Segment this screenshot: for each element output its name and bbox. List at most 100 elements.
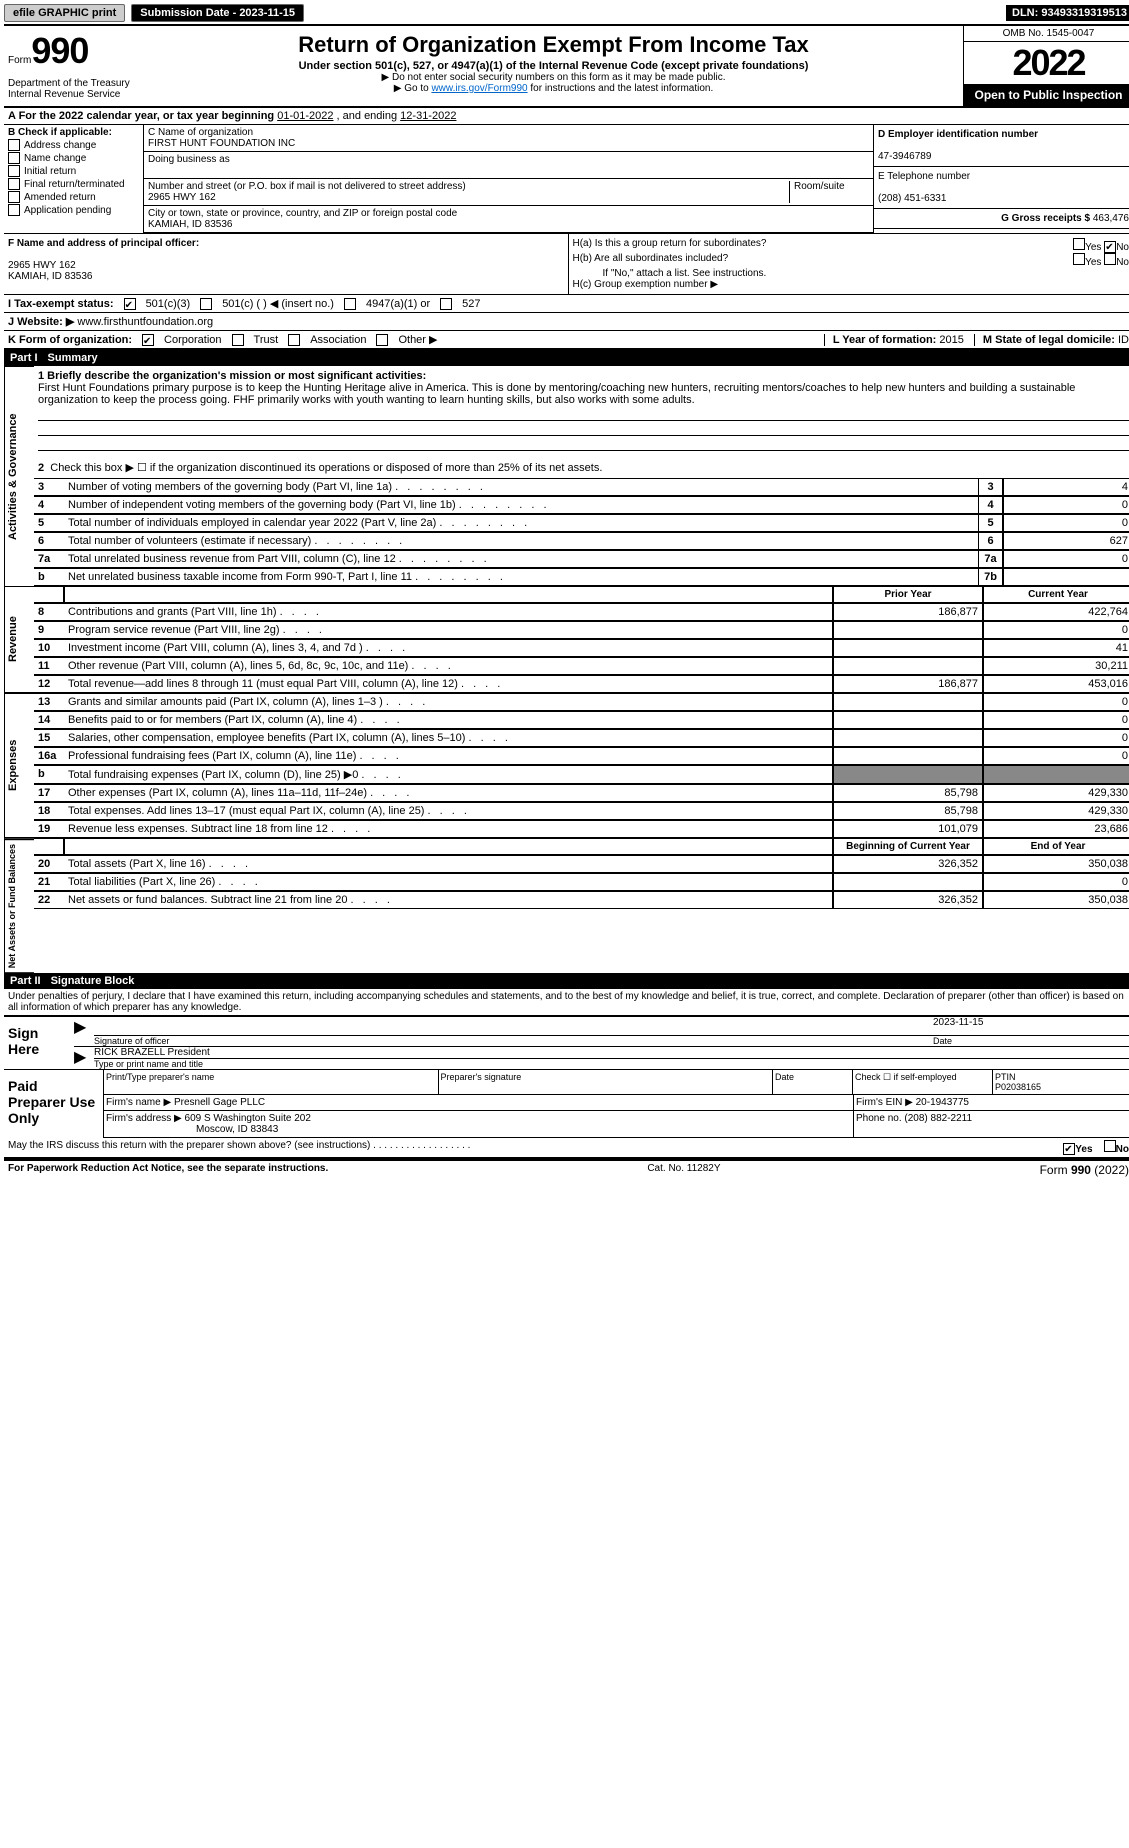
right-block: OMB No. 1545-0047 2022 Open to Public In… [963,26,1129,106]
sign-here-block: Sign Here ▶ Signature of officer 2023-11… [4,1015,1129,1069]
group-exemption-label: H(c) Group exemption number ▶ [573,279,1129,290]
cb-assoc[interactable] [288,334,300,346]
subtitle-1: Under section 501(c), 527, or 4947(a)(1)… [148,60,959,72]
cb-corp[interactable] [142,334,154,346]
penalties-text: Under penalties of perjury, I declare th… [4,989,1129,1015]
cb-501c[interactable] [200,298,212,310]
row-a: A For the 2022 calendar year, or tax yea… [4,108,1129,125]
self-employed-check: Check ☐ if self-employed [853,1070,993,1094]
form-title: Return of Organization Exempt From Incom… [150,32,957,58]
cb-app-pending[interactable] [8,204,20,216]
cb-4947[interactable] [344,298,356,310]
section-h: H(a) Is this a group return for subordin… [569,234,1129,294]
cb-discuss-no[interactable] [1104,1140,1116,1152]
summary-line: 5Total number of individuals employed in… [34,514,1129,532]
officer-addr2: KAMIAH, ID 83536 [8,271,92,282]
cb-527[interactable] [440,298,452,310]
officer-addr1: 2965 HWY 162 [8,260,76,271]
cb-hb-no[interactable] [1104,253,1116,265]
col-current-year: Current Year [983,586,1129,603]
cb-address-change[interactable] [8,139,20,151]
section-b: B Check if applicable: Address change Na… [4,125,144,233]
col-beginning-year: Beginning of Current Year [833,838,983,855]
sig-date-value: 2023-11-15 [933,1017,1129,1036]
arrow-icon: ▶ [74,1017,94,1046]
efile-btn[interactable]: efile GRAPHIC print [4,4,125,22]
summary-line: 7aTotal unrelated business revenue from … [34,550,1129,568]
year-begin: 01-01-2022 [277,110,333,122]
summary-line: 4Number of independent voting members of… [34,496,1129,514]
summary-line: 18Total expenses. Add lines 13–17 (must … [34,802,1129,820]
section-d: D Employer identification number 47-3946… [873,125,1129,233]
arrow-icon: ▶ [74,1047,94,1069]
addr-label: Number and street (or P.O. box if mail i… [148,181,789,192]
officer-name: RICK BRAZELL President [94,1047,1129,1059]
section-f: F Name and address of principal officer:… [4,234,569,294]
header-row: Form990 Department of the Treasury Inter… [4,26,1129,108]
dept-label: Department of the Treasury Internal Reve… [4,76,144,102]
cb-other[interactable] [376,334,388,346]
cb-final-return[interactable] [8,178,20,190]
form990-block: Form990 [4,26,144,76]
summary-line: 19Revenue less expenses. Subtract line 1… [34,820,1129,838]
tax-year: 2022 [964,42,1129,84]
room-suite-label: Room/suite [789,181,869,203]
prep-sig-label: Preparer's signature [439,1070,774,1094]
summary-line: bNet unrelated business taxable income f… [34,568,1129,586]
ein-value: 47-3946789 [878,151,931,162]
cb-501c3[interactable] [124,298,136,310]
ptin-value: P02038165 [995,1082,1041,1092]
form-number: 990 [31,30,88,71]
cb-ha-yes[interactable] [1073,238,1085,250]
part2-header: Part II Signature Block [4,973,1129,989]
summary-line: 15Salaries, other compensation, employee… [34,729,1129,747]
firm-phone: (208) 882-2211 [904,1113,972,1124]
city-label: City or town, state or province, country… [148,208,869,219]
section-bcd: B Check if applicable: Address change Na… [4,125,1129,234]
state-domicile: ID [1118,334,1129,346]
cb-amended[interactable] [8,191,20,203]
cb-trust[interactable] [232,334,244,346]
ein-label: D Employer identification number [878,129,1038,140]
summary-line: 14Benefits paid to or for members (Part … [34,711,1129,729]
dln-label: DLN: 93493319319513 [1006,5,1129,21]
footer: For Paperwork Reduction Act Notice, see … [4,1159,1129,1179]
cb-name-change[interactable] [8,152,20,164]
summary-line: 9Program service revenue (Part VIII, lin… [34,621,1129,639]
form-label: Form [8,55,31,66]
summary-line: 20Total assets (Part X, line 16) . . . .… [34,855,1129,873]
row-i: I Tax-exempt status: 501(c)(3) 501(c) ( … [4,295,1129,313]
summary-line: 8Contributions and grants (Part VIII, li… [34,603,1129,621]
summary-line: 13Grants and similar amounts paid (Part … [34,693,1129,711]
paid-preparer-block: Paid Preparer Use Only Print/Type prepar… [4,1069,1129,1138]
city-state-zip: KAMIAH, ID 83536 [148,219,869,230]
top-bar: efile GRAPHIC print Submission Date - 20… [4,4,1129,26]
cb-initial-return[interactable] [8,165,20,177]
cb-hb-yes[interactable] [1073,253,1085,265]
submission-btn[interactable]: Submission Date - 2023-11-15 [131,4,304,22]
summary-line: 21Total liabilities (Part X, line 26) . … [34,873,1129,891]
gross-label: G Gross receipts $ [1001,213,1090,224]
section-c: C Name of organization FIRST HUNT FOUNDA… [144,125,873,233]
subtitle-3: ▶ Go to www.irs.gov/Form990 for instruct… [148,83,959,94]
summary-line: 22Net assets or fund balances. Subtract … [34,891,1129,909]
may-irs-row: May the IRS discuss this return with the… [4,1138,1129,1159]
irs-link[interactable]: www.irs.gov/Form990 [431,83,527,94]
dba-label: Doing business as [148,154,869,165]
summary-line: 3Number of voting members of the governi… [34,478,1129,496]
part1-header: Part I Summary [4,350,1129,366]
firm-ein: 20-1943775 [916,1097,969,1108]
cat-number: Cat. No. 11282Y [647,1163,720,1177]
summary-line: 12Total revenue—add lines 8 through 11 (… [34,675,1129,693]
sign-here-label: Sign Here [4,1017,74,1069]
cb-discuss-yes[interactable] [1063,1143,1075,1155]
prep-name-label: Print/Type preparer's name [104,1070,439,1094]
cb-ha-no[interactable] [1104,241,1116,253]
title-block: Return of Organization Exempt From Incom… [144,26,963,106]
org-name-label: C Name of organization [148,127,869,138]
summary-line: 10Investment income (Part VIII, column (… [34,639,1129,657]
omb-number: OMB No. 1545-0047 [964,26,1129,42]
mission-description: First Hunt Foundations primary purpose i… [38,382,1075,406]
col-prior-year: Prior Year [833,586,983,603]
summary-line: bTotal fundraising expenses (Part IX, co… [34,765,1129,784]
